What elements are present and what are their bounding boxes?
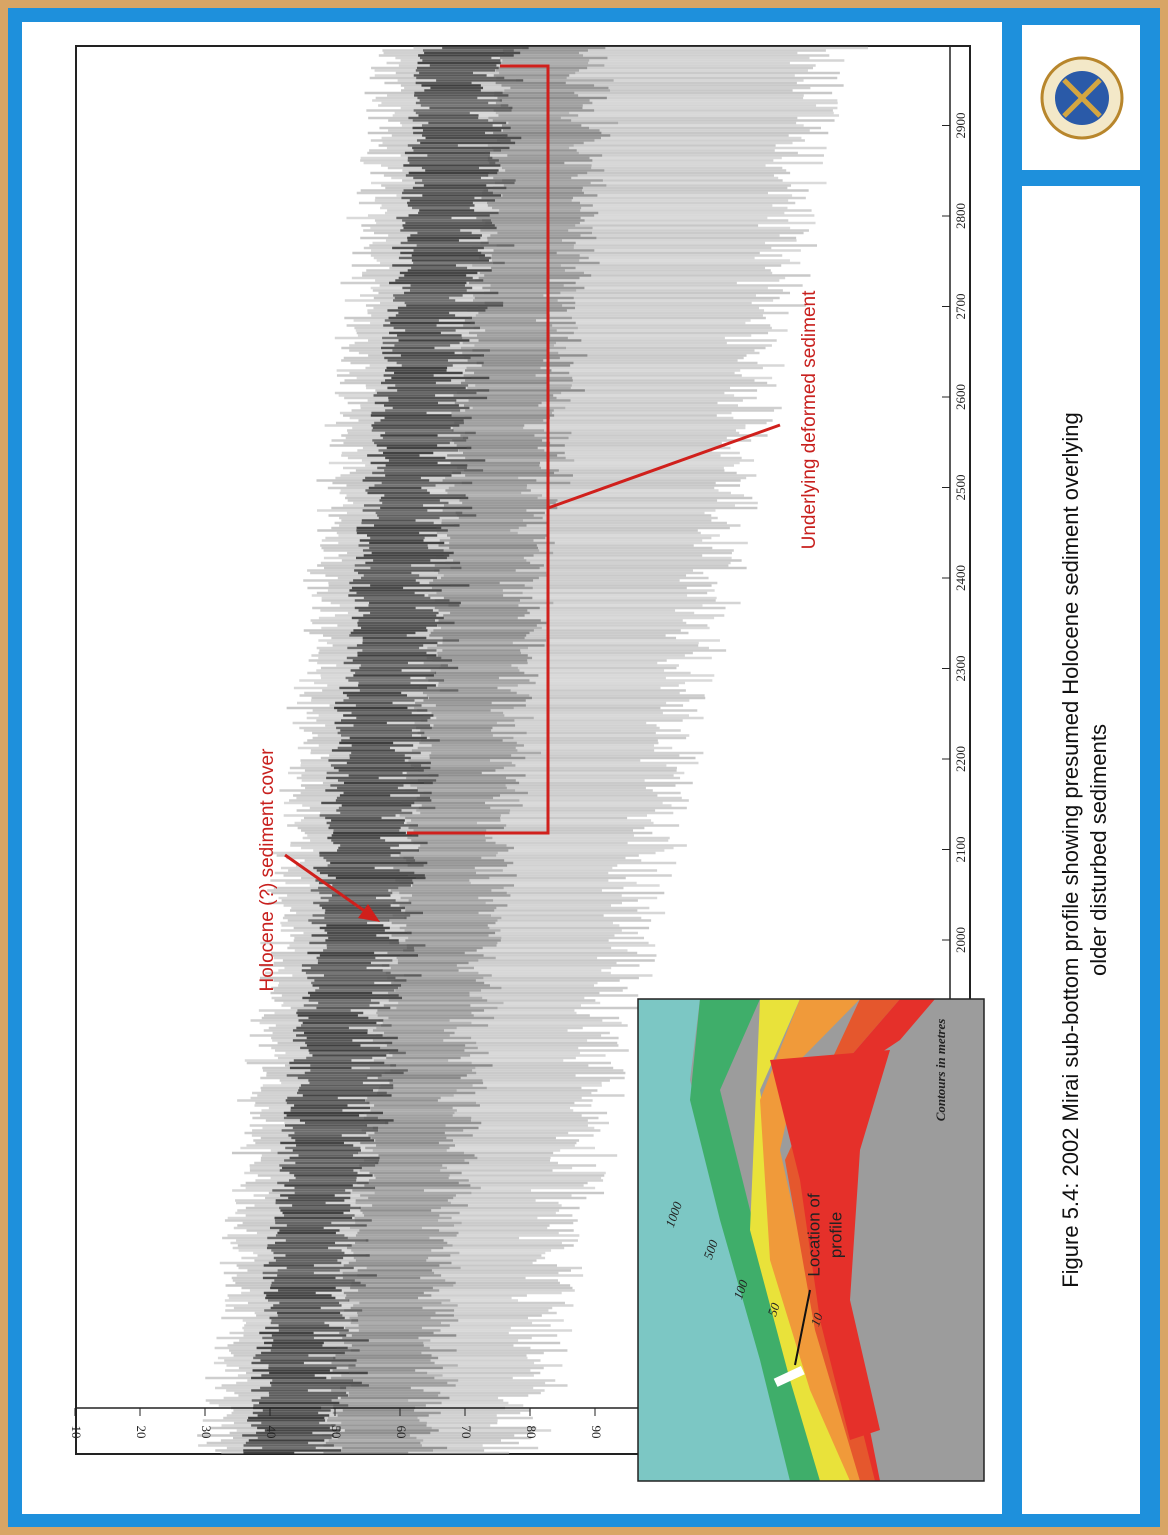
depth-tick-label: 30 <box>199 1426 214 1439</box>
distance-tick-label: 2600 <box>953 384 968 410</box>
distance-tick-label: 2800 <box>953 203 968 229</box>
depth-tick-label: 80 <box>524 1426 539 1439</box>
distance-tick-label: 2300 <box>953 656 968 682</box>
depth-tick-label: 20 <box>134 1426 149 1439</box>
distance-tick-label: 2900 <box>953 113 968 139</box>
map-label: Location of <box>804 1193 823 1276</box>
caption: older disturbed sediments <box>1086 724 1111 976</box>
distance-tick-label: 2500 <box>953 475 968 501</box>
distance-tick-label: 2000 <box>953 927 968 953</box>
distance-tick-label: 2700 <box>953 294 968 320</box>
depth-tick-label: 60 <box>394 1426 409 1439</box>
depth-tick-label: 50 <box>329 1426 344 1439</box>
distance-tick-label: 2400 <box>953 565 968 591</box>
inset-map: Location of profile Contours in metres 1… <box>638 999 984 1481</box>
caption: Figure 5.4: 2002 Mirai sub-bottom profil… <box>1058 412 1083 1288</box>
depth-tick-label: 70 <box>459 1426 474 1439</box>
logo <box>1042 58 1122 138</box>
map-note: Contours in metres <box>933 1019 948 1122</box>
map-label: profile <box>826 1212 845 1258</box>
distance-tick-label: 2200 <box>953 746 968 772</box>
depth-tick-label: 10 <box>69 1426 84 1439</box>
page: {"figure": { "annotations": ["Holocene (… <box>0 0 1168 1535</box>
slide: Holocene (?) sediment cover Underlying d… <box>0 0 1168 1535</box>
annotation: Underlying deformed sediment <box>799 290 820 549</box>
annotation: Holocene (?) sediment cover <box>257 748 278 992</box>
depth-tick-label: 90 <box>589 1426 604 1439</box>
depth-tick-label: 40 <box>264 1426 279 1439</box>
distance-tick-label: 2100 <box>953 837 968 863</box>
